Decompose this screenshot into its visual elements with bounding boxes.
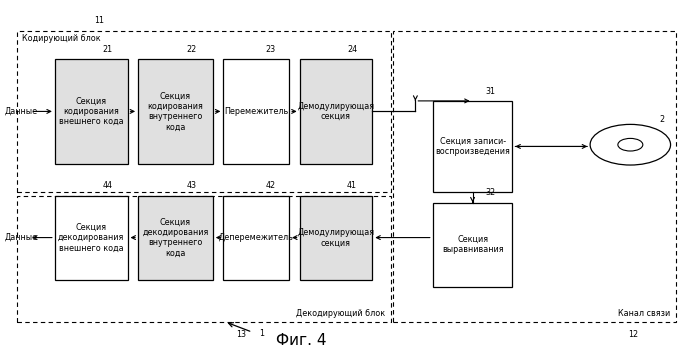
Text: 22: 22 <box>187 44 197 54</box>
Bar <box>138 59 213 164</box>
Ellipse shape <box>618 138 643 151</box>
Text: 1: 1 <box>259 329 264 339</box>
Bar <box>393 31 676 322</box>
Bar <box>17 31 391 192</box>
Text: 21: 21 <box>102 44 113 54</box>
Bar <box>17 195 391 322</box>
Bar <box>138 195 213 279</box>
Text: 23: 23 <box>266 44 276 54</box>
Bar <box>55 59 128 164</box>
Ellipse shape <box>590 124 670 165</box>
Text: Деперемежитель: Деперемежитель <box>219 233 294 242</box>
Text: 41: 41 <box>347 181 357 190</box>
Text: 13: 13 <box>236 330 246 339</box>
Text: Секция
декодирования
внешнего кода: Секция декодирования внешнего кода <box>58 222 124 252</box>
Text: Данные: Данные <box>4 107 37 116</box>
Bar <box>223 59 289 164</box>
Text: Фиг. 4: Фиг. 4 <box>275 334 326 349</box>
Text: 11: 11 <box>94 16 104 25</box>
Text: Декодирующий блок: Декодирующий блок <box>296 309 386 318</box>
Text: 12: 12 <box>628 330 639 339</box>
Text: 31: 31 <box>485 87 495 96</box>
Text: Секция
декодирования
внутреннего
кода: Секция декодирования внутреннего кода <box>143 218 208 258</box>
Bar <box>300 195 373 279</box>
Text: 32: 32 <box>485 188 495 197</box>
Text: Кодирующий блок: Кодирующий блок <box>22 34 101 43</box>
Bar <box>433 101 512 192</box>
Text: Секция
кодирования
внутреннего
кода: Секция кодирования внутреннего кода <box>147 91 203 131</box>
Bar <box>433 203 512 287</box>
Bar <box>223 195 289 279</box>
Text: 42: 42 <box>266 181 276 190</box>
Text: Данные: Данные <box>4 233 37 242</box>
Bar <box>300 59 373 164</box>
Text: 2: 2 <box>659 115 664 124</box>
Text: Секция
выравнивания: Секция выравнивания <box>442 235 503 254</box>
Text: Демодулирующая
секция: Демодулирующая секция <box>297 228 375 247</box>
Text: Секция
кодирования
внешнего кода: Секция кодирования внешнего кода <box>59 96 124 126</box>
Text: 24: 24 <box>347 44 357 54</box>
Text: 44: 44 <box>102 181 113 190</box>
Text: Секция записи-
воспроизведения: Секция записи- воспроизведения <box>435 137 510 156</box>
Text: Демодулирующая
секция: Демодулирующая секция <box>297 102 375 121</box>
Bar <box>55 195 128 279</box>
Text: Канал связи: Канал связи <box>619 309 670 318</box>
Text: 43: 43 <box>187 181 197 190</box>
Text: Перемежитель: Перемежитель <box>224 107 289 116</box>
